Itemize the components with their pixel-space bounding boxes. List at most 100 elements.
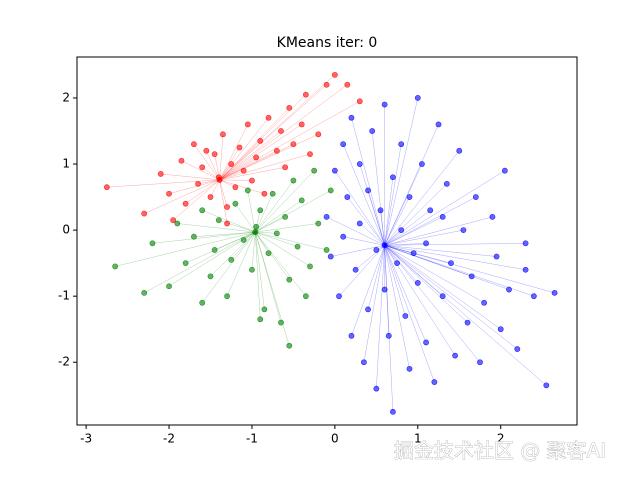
assignment-line [384, 245, 443, 297]
point [253, 154, 260, 161]
point [240, 237, 247, 243]
point [394, 260, 400, 267]
assignment-line [384, 163, 423, 246]
point [327, 187, 334, 194]
point [501, 167, 508, 174]
point [493, 253, 500, 260]
assignment-line [255, 232, 290, 346]
assignment-line [255, 232, 261, 320]
point [385, 332, 392, 339]
assignment-line [342, 144, 385, 246]
point [377, 207, 384, 214]
point [273, 147, 280, 154]
assignment-line [384, 245, 418, 284]
point [203, 147, 210, 154]
assignment-line [173, 179, 220, 221]
point [191, 141, 197, 148]
x-tick-label: 1 [414, 432, 422, 446]
assignment-line [347, 196, 385, 246]
point [356, 98, 363, 105]
point [307, 263, 313, 270]
assignment-line [181, 160, 220, 181]
point [294, 243, 301, 250]
assignment-line [384, 245, 398, 264]
point [390, 174, 396, 181]
assignment-line [384, 196, 410, 246]
point [435, 121, 442, 128]
point [423, 240, 429, 247]
point [365, 187, 371, 194]
assignment-line [144, 231, 256, 294]
point [323, 213, 330, 220]
point [290, 141, 297, 148]
assignment-line [198, 179, 220, 185]
point [344, 81, 351, 88]
point [178, 157, 185, 164]
assignment-line [214, 231, 256, 251]
point [302, 293, 309, 300]
assignment-line [351, 117, 385, 246]
point [331, 71, 338, 78]
point [199, 207, 206, 214]
assignment-line [185, 179, 220, 204]
point [514, 346, 521, 352]
point [244, 187, 251, 194]
point [427, 207, 434, 214]
point [481, 299, 488, 306]
assignment-line [219, 74, 336, 181]
assignment-line [384, 245, 394, 412]
x-tick-label: -3 [80, 432, 92, 446]
assignment-line [255, 231, 290, 280]
assignment-line [384, 245, 468, 323]
point [460, 227, 467, 233]
point [195, 180, 201, 187]
assignment-line [384, 245, 452, 264]
assignment-line [219, 101, 360, 181]
point [439, 293, 446, 300]
point [360, 359, 367, 366]
point [282, 164, 289, 171]
assignment-line [255, 231, 307, 297]
point [257, 207, 264, 214]
watermark: 掘金技术社区 @ 聚客AI [394, 439, 606, 463]
assignment-line [371, 130, 385, 246]
point [282, 213, 289, 220]
assignment-line [219, 140, 261, 181]
point [381, 286, 388, 293]
assignment-line [210, 231, 256, 277]
y-tick-label: -1 [58, 289, 70, 303]
x-tick-label: 0 [331, 432, 339, 446]
assignment-line [219, 170, 244, 181]
point [506, 286, 512, 293]
point [348, 114, 355, 121]
y-tick-label: 2 [62, 90, 70, 104]
assignment-line [219, 150, 277, 181]
point [141, 210, 148, 217]
point [381, 101, 388, 108]
assignment-line [255, 200, 302, 233]
assignment-line [384, 243, 526, 246]
point [257, 316, 264, 323]
point [327, 253, 334, 260]
assignment-line [255, 170, 315, 233]
assignment-line [219, 157, 257, 181]
assignment-line [219, 167, 286, 181]
assignment-line [351, 245, 385, 336]
assignment-line [384, 245, 510, 290]
assignment-line [380, 210, 385, 246]
point [224, 204, 230, 210]
point [344, 194, 351, 200]
assignment-line [367, 245, 385, 310]
assignment-line [384, 245, 410, 369]
assignment-line [251, 232, 256, 270]
assignment-line [255, 223, 319, 233]
point [278, 319, 284, 326]
assignment-line [255, 231, 269, 254]
point [477, 359, 483, 366]
point [174, 220, 181, 227]
assignment-line [384, 216, 443, 246]
point [261, 306, 268, 313]
assignment-line [219, 179, 228, 224]
x-tick-label: 2 [497, 432, 505, 446]
assignment-line [367, 190, 385, 246]
